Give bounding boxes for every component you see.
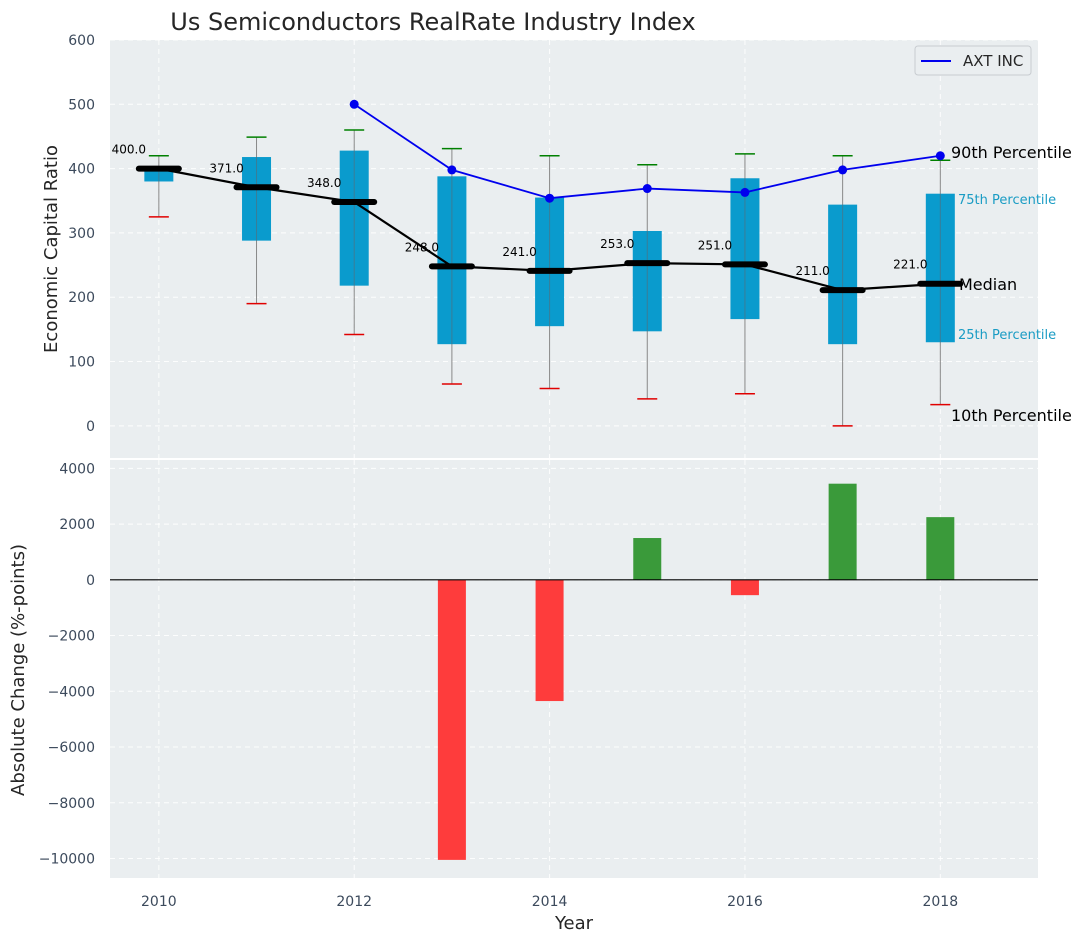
p90-label: 90th Percentile <box>951 143 1072 162</box>
median-value-label: 251.0 <box>698 238 732 252</box>
median-value-label: 253.0 <box>600 237 634 251</box>
bottom-y-tick-label: −4000 <box>48 684 95 700</box>
axt-inc-point <box>838 165 848 175</box>
legend-box <box>914 45 1032 76</box>
median-value-label: 248.0 <box>405 240 439 254</box>
p75-label: 75th Percentile <box>958 193 1056 208</box>
top-y-tick-label: 300 <box>68 226 95 242</box>
bottom-y-axis-label: Absolute Change (%-points) <box>8 544 29 796</box>
bottom-y-tick-label: 0 <box>86 573 95 589</box>
bottom-y-tick-label: −6000 <box>48 740 95 756</box>
legend-label-axt: AXT INC <box>963 52 1023 70</box>
top-y-tick-label: 600 <box>68 33 95 49</box>
x-tick-label: 2012 <box>336 894 372 910</box>
p10-label: 10th Percentile <box>951 406 1072 425</box>
chart-title: Us Semiconductors RealRate Industry Inde… <box>170 8 695 36</box>
axt-inc-point <box>349 99 359 109</box>
top-y-tick-label: 200 <box>68 290 95 306</box>
top-y-tick-label: 0 <box>86 419 95 435</box>
change-bar <box>828 483 857 580</box>
x-tick-label: 2010 <box>141 894 177 910</box>
x-tick-label: 2018 <box>922 894 958 910</box>
bottom-y-tick-label: 4000 <box>59 461 95 477</box>
axt-inc-point <box>642 184 652 194</box>
bottom-y-tick-label: −10000 <box>39 851 95 867</box>
x-tick-label: 2016 <box>727 894 763 910</box>
axt-inc-point <box>935 151 945 161</box>
median-label: Median <box>959 275 1017 294</box>
x-axis-label: Year <box>554 913 594 934</box>
change-bar <box>437 579 466 860</box>
median-value-label: 348.0 <box>307 176 341 190</box>
axt-inc-point <box>740 187 750 197</box>
change-bar <box>633 538 662 580</box>
median-value-label: 221.0 <box>893 258 927 272</box>
median-value-label: 211.0 <box>795 264 829 278</box>
top-y-tick-label: 400 <box>68 162 95 178</box>
bottom-plot-area <box>110 460 1038 878</box>
median-value-label: 371.0 <box>209 161 243 175</box>
median-line <box>158 167 941 292</box>
change-bar <box>926 517 955 580</box>
median-value-label: 400.0 <box>112 143 146 157</box>
legend: AXT INC <box>914 45 1032 76</box>
axt-inc-point <box>447 165 457 175</box>
median-value-label: 241.0 <box>502 245 536 259</box>
bottom-y-tick-label: −8000 <box>48 796 95 812</box>
p25-label: 25th Percentile <box>958 328 1056 343</box>
top-y-tick-label: 100 <box>68 355 95 371</box>
top-y-axis-label: Economic Capital Ratio <box>41 145 62 353</box>
bottom-y-tick-label: 2000 <box>59 517 95 533</box>
top-plot-area <box>110 40 1038 458</box>
top-y-tick-label: 500 <box>68 97 95 113</box>
axt-inc-point <box>545 193 555 203</box>
change-bar <box>730 579 759 596</box>
x-tick-label: 2014 <box>532 894 568 910</box>
bottom-y-tick-label: −2000 <box>48 629 95 645</box>
change-bar <box>535 579 564 702</box>
